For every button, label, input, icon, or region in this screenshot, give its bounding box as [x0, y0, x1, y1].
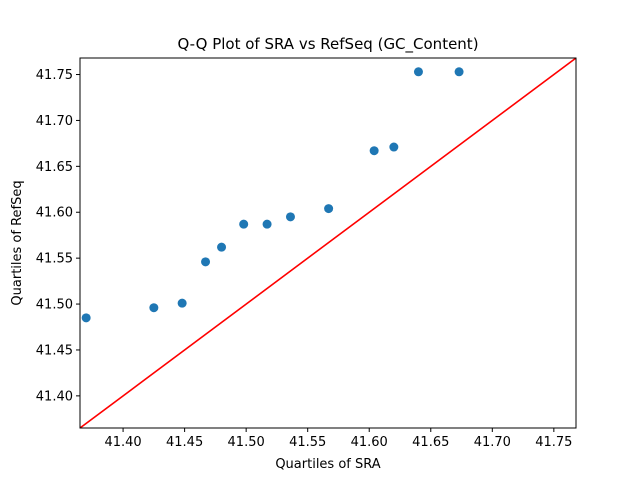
x-tick-label: 41.50: [228, 435, 265, 450]
data-point: [201, 257, 211, 267]
y-tick-label: 41.70: [36, 114, 73, 129]
x-tick-label: 41.65: [412, 435, 449, 450]
data-point: [369, 146, 379, 156]
plot-frame: [79, 57, 577, 429]
data-point: [389, 142, 399, 152]
x-tick-label: 41.40: [104, 435, 141, 450]
x-tick-label: 41.55: [289, 435, 326, 450]
x-tick-label: 41.70: [474, 435, 511, 450]
y-tick-label: 41.75: [36, 68, 73, 83]
x-tick-label: 41.60: [351, 435, 388, 450]
data-point: [413, 67, 423, 77]
y-tick-label: 41.40: [36, 389, 73, 404]
data-point: [149, 303, 159, 313]
x-tick-label: 41.45: [166, 435, 203, 450]
chart-title: Q-Q Plot of SRA vs RefSeq (GC_Content): [177, 35, 478, 54]
y-tick-label: 41.65: [36, 160, 73, 175]
data-point: [285, 212, 295, 222]
y-axis-label: Quartiles of RefSeq: [10, 180, 25, 305]
y-tick-label: 41.50: [36, 298, 73, 313]
data-point: [239, 219, 249, 229]
y-tick-label: 41.45: [36, 343, 73, 358]
data-point: [217, 242, 227, 252]
y-tick-label: 41.55: [36, 252, 73, 267]
x-axis-label: Quartiles of SRA: [275, 457, 380, 472]
data-point: [324, 204, 334, 214]
data-point: [262, 219, 272, 229]
x-tick-label: 41.75: [535, 435, 572, 450]
data-point: [177, 298, 187, 308]
y-tick-label: 41.60: [36, 206, 73, 221]
reference-line: [80, 58, 576, 428]
data-point: [81, 313, 91, 323]
data-point: [454, 67, 464, 77]
